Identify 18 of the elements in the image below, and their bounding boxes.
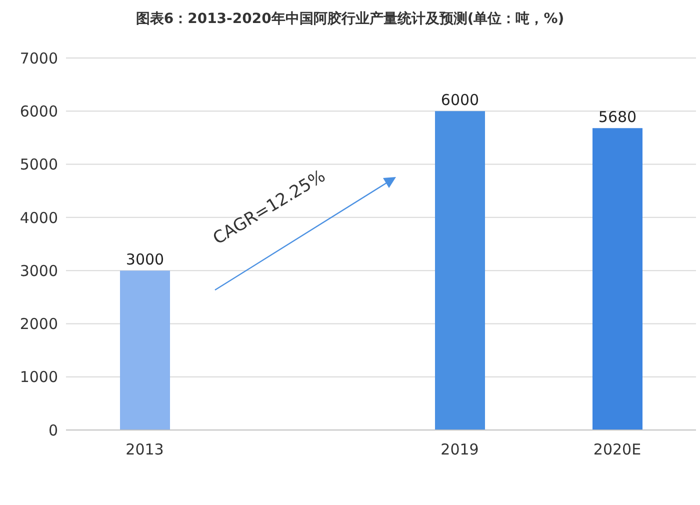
y-tick-label: 7000 <box>20 49 58 68</box>
y-tick-label: 0 <box>48 421 58 440</box>
y-tick-label: 6000 <box>20 102 58 120</box>
y-tick-label: 5000 <box>20 156 58 174</box>
bar <box>592 128 642 430</box>
y-tick-label: 4000 <box>20 208 58 227</box>
bar <box>120 270 170 430</box>
data-label: 6000 <box>440 91 480 110</box>
bar <box>435 111 485 430</box>
y-tick-label: 1000 <box>20 368 58 386</box>
chart-title: 图表6：2013-2020年中国阿胶行业产量统计及预测(单位：吨，%) <box>134 10 566 28</box>
y-tick-label: 2000 <box>20 315 58 334</box>
x-tick-label: 2020E <box>593 440 642 459</box>
data-label: 3000 <box>126 250 164 269</box>
y-tick-label: 3000 <box>20 262 58 280</box>
x-tick-label: 2019 <box>440 440 479 459</box>
data-label: 5680 <box>598 108 637 126</box>
x-tick-label: 2013 <box>126 440 164 459</box>
